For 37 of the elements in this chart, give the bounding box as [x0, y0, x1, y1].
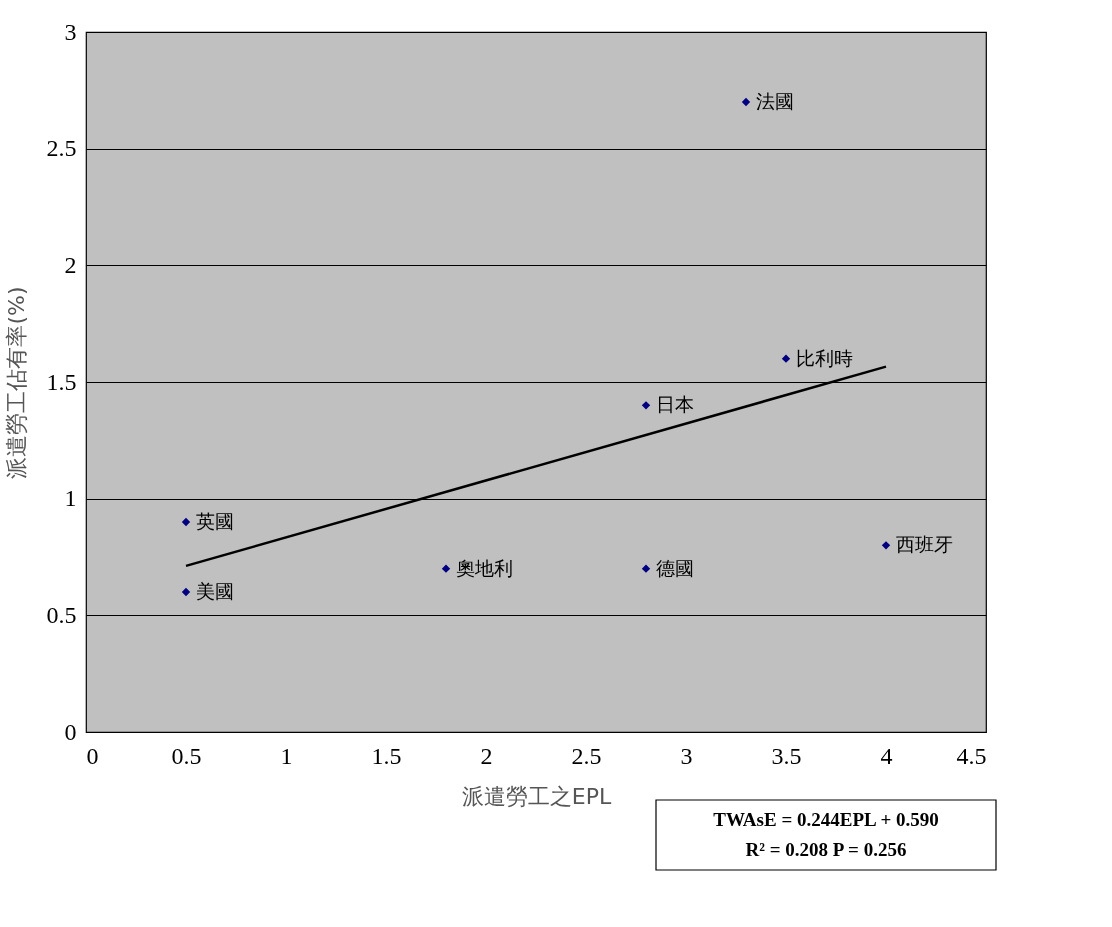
annotation: 日本	[656, 393, 694, 416]
point	[781, 354, 791, 363]
x-tick-label: 3.5	[771, 742, 802, 769]
x-tick-label: 4	[880, 742, 893, 769]
y-tick-label: 2.5	[46, 135, 77, 162]
y-tick-label: 2	[64, 251, 77, 278]
point	[181, 517, 191, 527]
y-tick-label: 0	[64, 718, 77, 745]
x-tick-label: 3	[680, 742, 693, 769]
x-tick-label: 0	[86, 742, 99, 769]
x-tick-label: 1.5	[371, 742, 402, 769]
y-tick-label: 1.5	[46, 368, 77, 395]
annotation: 比利時	[796, 346, 853, 369]
x-tick-label: 2	[480, 742, 493, 769]
annotation: 奧地利	[456, 556, 513, 579]
y-tick-label: 1	[64, 485, 77, 512]
point	[741, 97, 751, 107]
x-axis-title: 派遣勞工之EPL	[461, 783, 612, 809]
annotation: 美國	[196, 580, 234, 602]
annotation: 英國	[196, 510, 234, 532]
y-tick-label: 0.5	[46, 601, 77, 628]
point	[181, 587, 191, 597]
annotation: 德國	[656, 556, 694, 579]
point	[641, 401, 651, 410]
point	[441, 564, 451, 573]
text: TWAsE = 0.244EPL + 0.590	[713, 809, 939, 830]
x-tick-label: 2.5	[571, 742, 602, 769]
annotation: 法國	[756, 90, 794, 112]
point	[641, 564, 651, 573]
x-tick-label: 4.5	[956, 742, 987, 769]
text: R² = 0.208 P = 0.256	[745, 839, 907, 860]
y-axis-title: 派遣勞工佔有率(%)	[3, 286, 29, 479]
x-tick-label: 1	[280, 742, 293, 769]
x-tick-label: 0.5	[171, 742, 202, 769]
annotation: 西班牙	[896, 533, 953, 556]
y-tick-label: 3	[64, 18, 77, 45]
point	[881, 541, 891, 550]
